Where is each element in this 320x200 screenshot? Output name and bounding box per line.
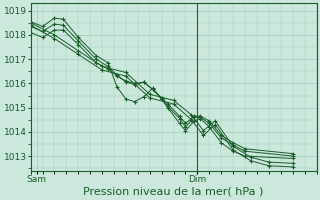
X-axis label: Pression niveau de la mer( hPa ): Pression niveau de la mer( hPa ): [84, 187, 264, 197]
